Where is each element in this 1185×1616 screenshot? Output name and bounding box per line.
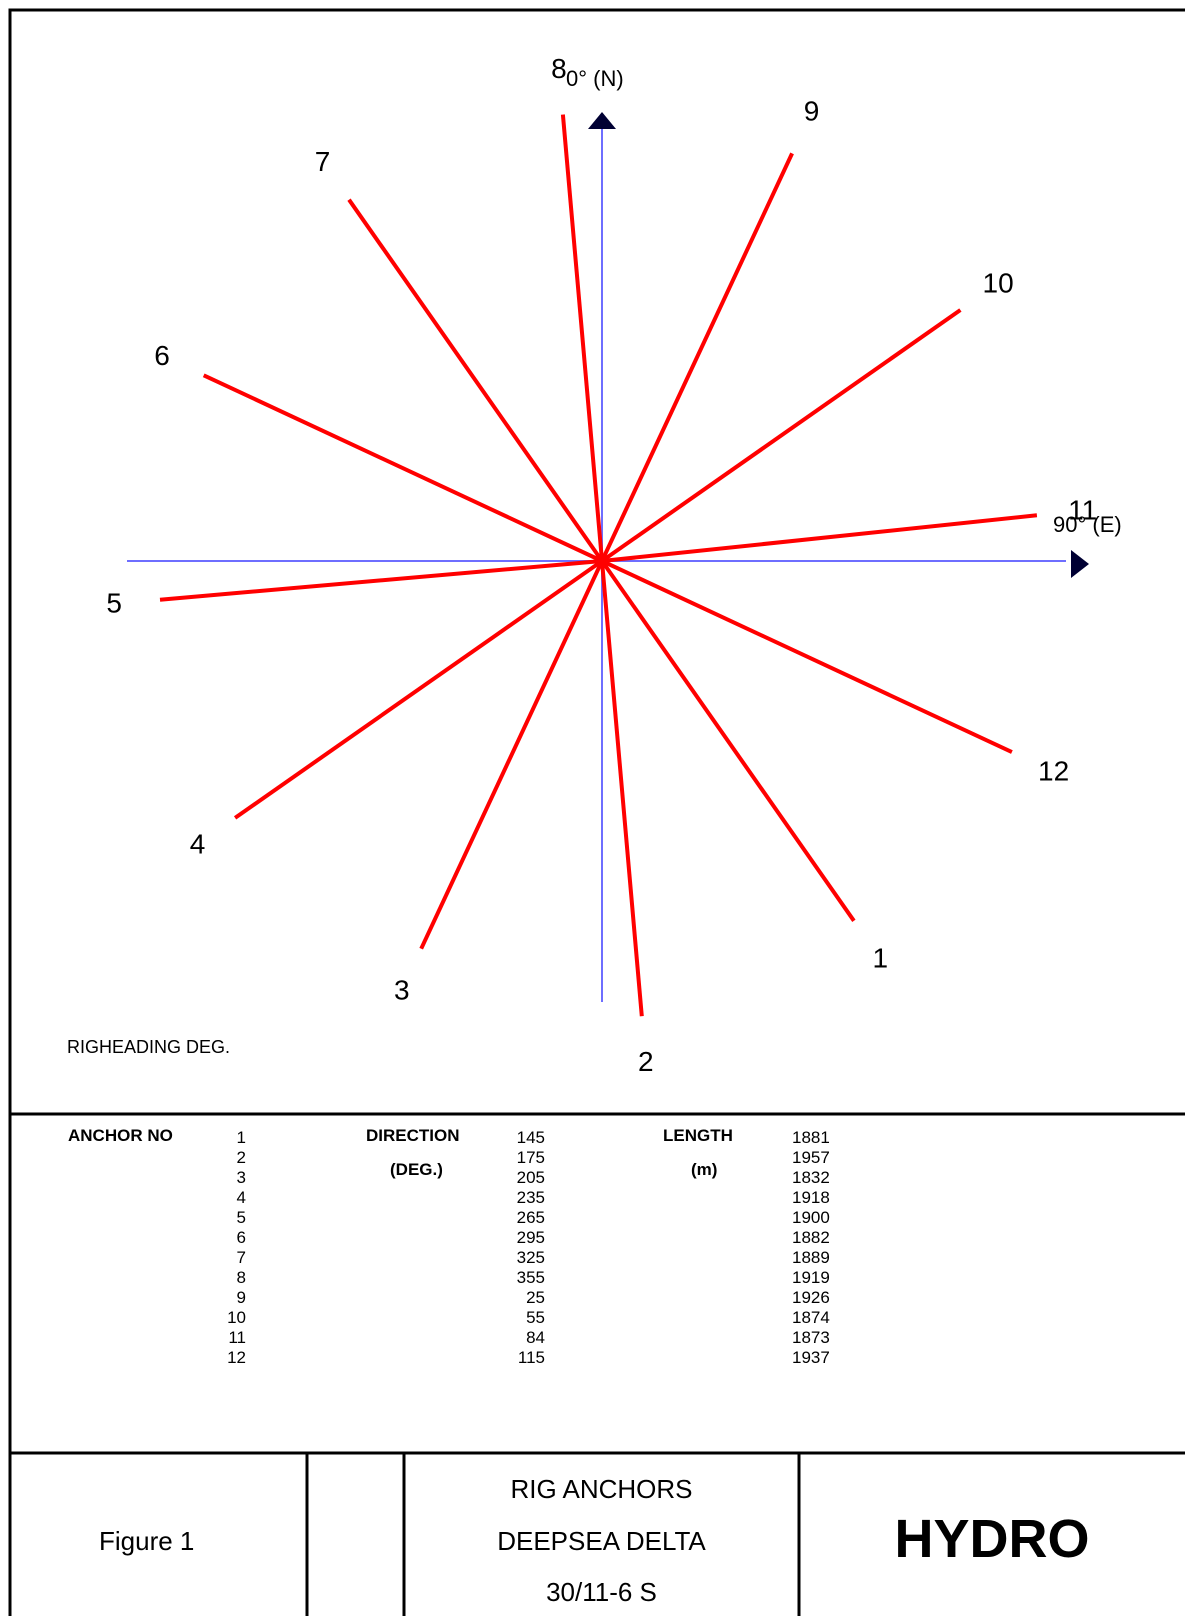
anchor-no-column: 1 2 3 4 5 6 7 8 9 10 11 12 — [220, 1128, 246, 1368]
east-arrow-icon — [1071, 550, 1089, 578]
direction-cell: 25 — [526, 1288, 545, 1307]
rig-heading-label: RIGHEADING DEG. — [67, 1037, 231, 1057]
length-cell: 1937 — [792, 1348, 830, 1367]
anchor-no-cell: 9 — [236, 1288, 246, 1307]
north-label: 0° (N) — [566, 66, 624, 91]
anchor-line-12 — [601, 559, 1013, 754]
length-cell: 1832 — [792, 1168, 830, 1187]
east-label: 90° (E) — [1053, 512, 1122, 537]
direction-cell: 325 — [516, 1248, 545, 1267]
anchor-label-9: 9 — [804, 96, 820, 127]
direction-cell: 295 — [516, 1228, 545, 1247]
direction-cell: 265 — [516, 1208, 545, 1227]
anchor-label-6: 6 — [154, 340, 170, 371]
length-cell: 1874 — [792, 1308, 830, 1327]
direction-cell: 175 — [516, 1148, 545, 1167]
anchor-no-cell: 5 — [236, 1208, 246, 1227]
anchor-label-3: 3 — [394, 974, 410, 1005]
anchor-label-8: 8 — [551, 53, 567, 84]
anchor-no-cell: 3 — [236, 1168, 246, 1187]
anchor-no-cell: 11 — [228, 1328, 246, 1347]
anchor-line-11 — [601, 513, 1038, 563]
anchor-label-1: 1 — [873, 943, 889, 974]
anchor-no-cell: 10 — [227, 1308, 246, 1327]
anchor-label-10: 10 — [983, 268, 1014, 299]
title-line-2: DEEPSEA DELTA — [497, 1526, 706, 1556]
anchor-no-header: ANCHOR NO — [68, 1126, 173, 1145]
length-cell: 1919 — [792, 1268, 830, 1287]
direction-cell: 205 — [516, 1168, 545, 1187]
direction-cell: 115 — [517, 1348, 545, 1367]
length-cell: 1881 — [792, 1128, 830, 1147]
anchor-label-11: 11 — [1068, 495, 1097, 526]
length-cell: 1957 — [792, 1148, 830, 1167]
title-line-3: 30/11-6 S — [546, 1577, 657, 1607]
anchor-line-1 — [600, 559, 856, 922]
anchor-line-10 — [600, 308, 962, 563]
anchor-label-2: 2 — [638, 1046, 654, 1077]
anchor-lines — [159, 114, 1038, 1017]
anchor-line-7 — [347, 198, 604, 563]
anchor-no-cell: 12 — [227, 1348, 246, 1367]
anchor-label-5: 5 — [106, 588, 122, 619]
direction-cell: 145 — [516, 1128, 545, 1147]
direction-header: DIRECTION — [366, 1126, 460, 1145]
north-arrow-icon — [588, 112, 616, 129]
anchor-line-5 — [159, 559, 603, 602]
anchor-line-9 — [600, 152, 794, 562]
anchor-line-6 — [202, 373, 603, 563]
length-cell: 1900 — [792, 1208, 830, 1227]
anchor-no-cell: 2 — [236, 1148, 246, 1167]
length-cell: 1926 — [792, 1288, 830, 1307]
direction-cell: 235 — [516, 1188, 545, 1207]
direction-unit: (DEG.) — [390, 1160, 443, 1179]
anchor-label-12: 12 — [1038, 756, 1069, 787]
anchor-label-4: 4 — [190, 828, 206, 859]
direction-cell: 355 — [516, 1268, 545, 1287]
length-unit: (m) — [691, 1160, 718, 1179]
length-column: 1881 1957 1832 1918 1900 1882 1889 1919 1926 1874… — [792, 1128, 842, 1368]
anchor-line-3 — [419, 560, 604, 950]
anchor-no-cell: 6 — [236, 1228, 246, 1247]
anchor-no-cell: 8 — [236, 1268, 246, 1287]
anchor-no-cell: 4 — [236, 1188, 246, 1207]
anchor-no-cell: 1 — [236, 1128, 246, 1147]
company-name: HYDRO — [894, 1509, 1090, 1569]
anchor-line-2 — [600, 560, 644, 1017]
length-cell: 1882 — [792, 1228, 830, 1247]
figure-label: Figure 1 — [99, 1526, 195, 1556]
direction-cell: 55 — [526, 1308, 545, 1327]
title-line-1: RIG ANCHORS — [510, 1474, 693, 1504]
length-cell: 1873 — [792, 1328, 830, 1347]
direction-column: 145 175 205 235 265 295 325 355 25 55 84 115 — [505, 1128, 545, 1368]
direction-cell: 84 — [526, 1328, 545, 1347]
anchor-label-7: 7 — [315, 146, 331, 177]
length-cell: 1918 — [792, 1188, 830, 1207]
anchor-line-8 — [560, 114, 604, 562]
length-header: LENGTH — [663, 1126, 733, 1145]
anchor-no-cell: 7 — [236, 1248, 246, 1267]
anchor-line-4 — [233, 559, 604, 820]
length-cell: 1889 — [792, 1248, 830, 1267]
